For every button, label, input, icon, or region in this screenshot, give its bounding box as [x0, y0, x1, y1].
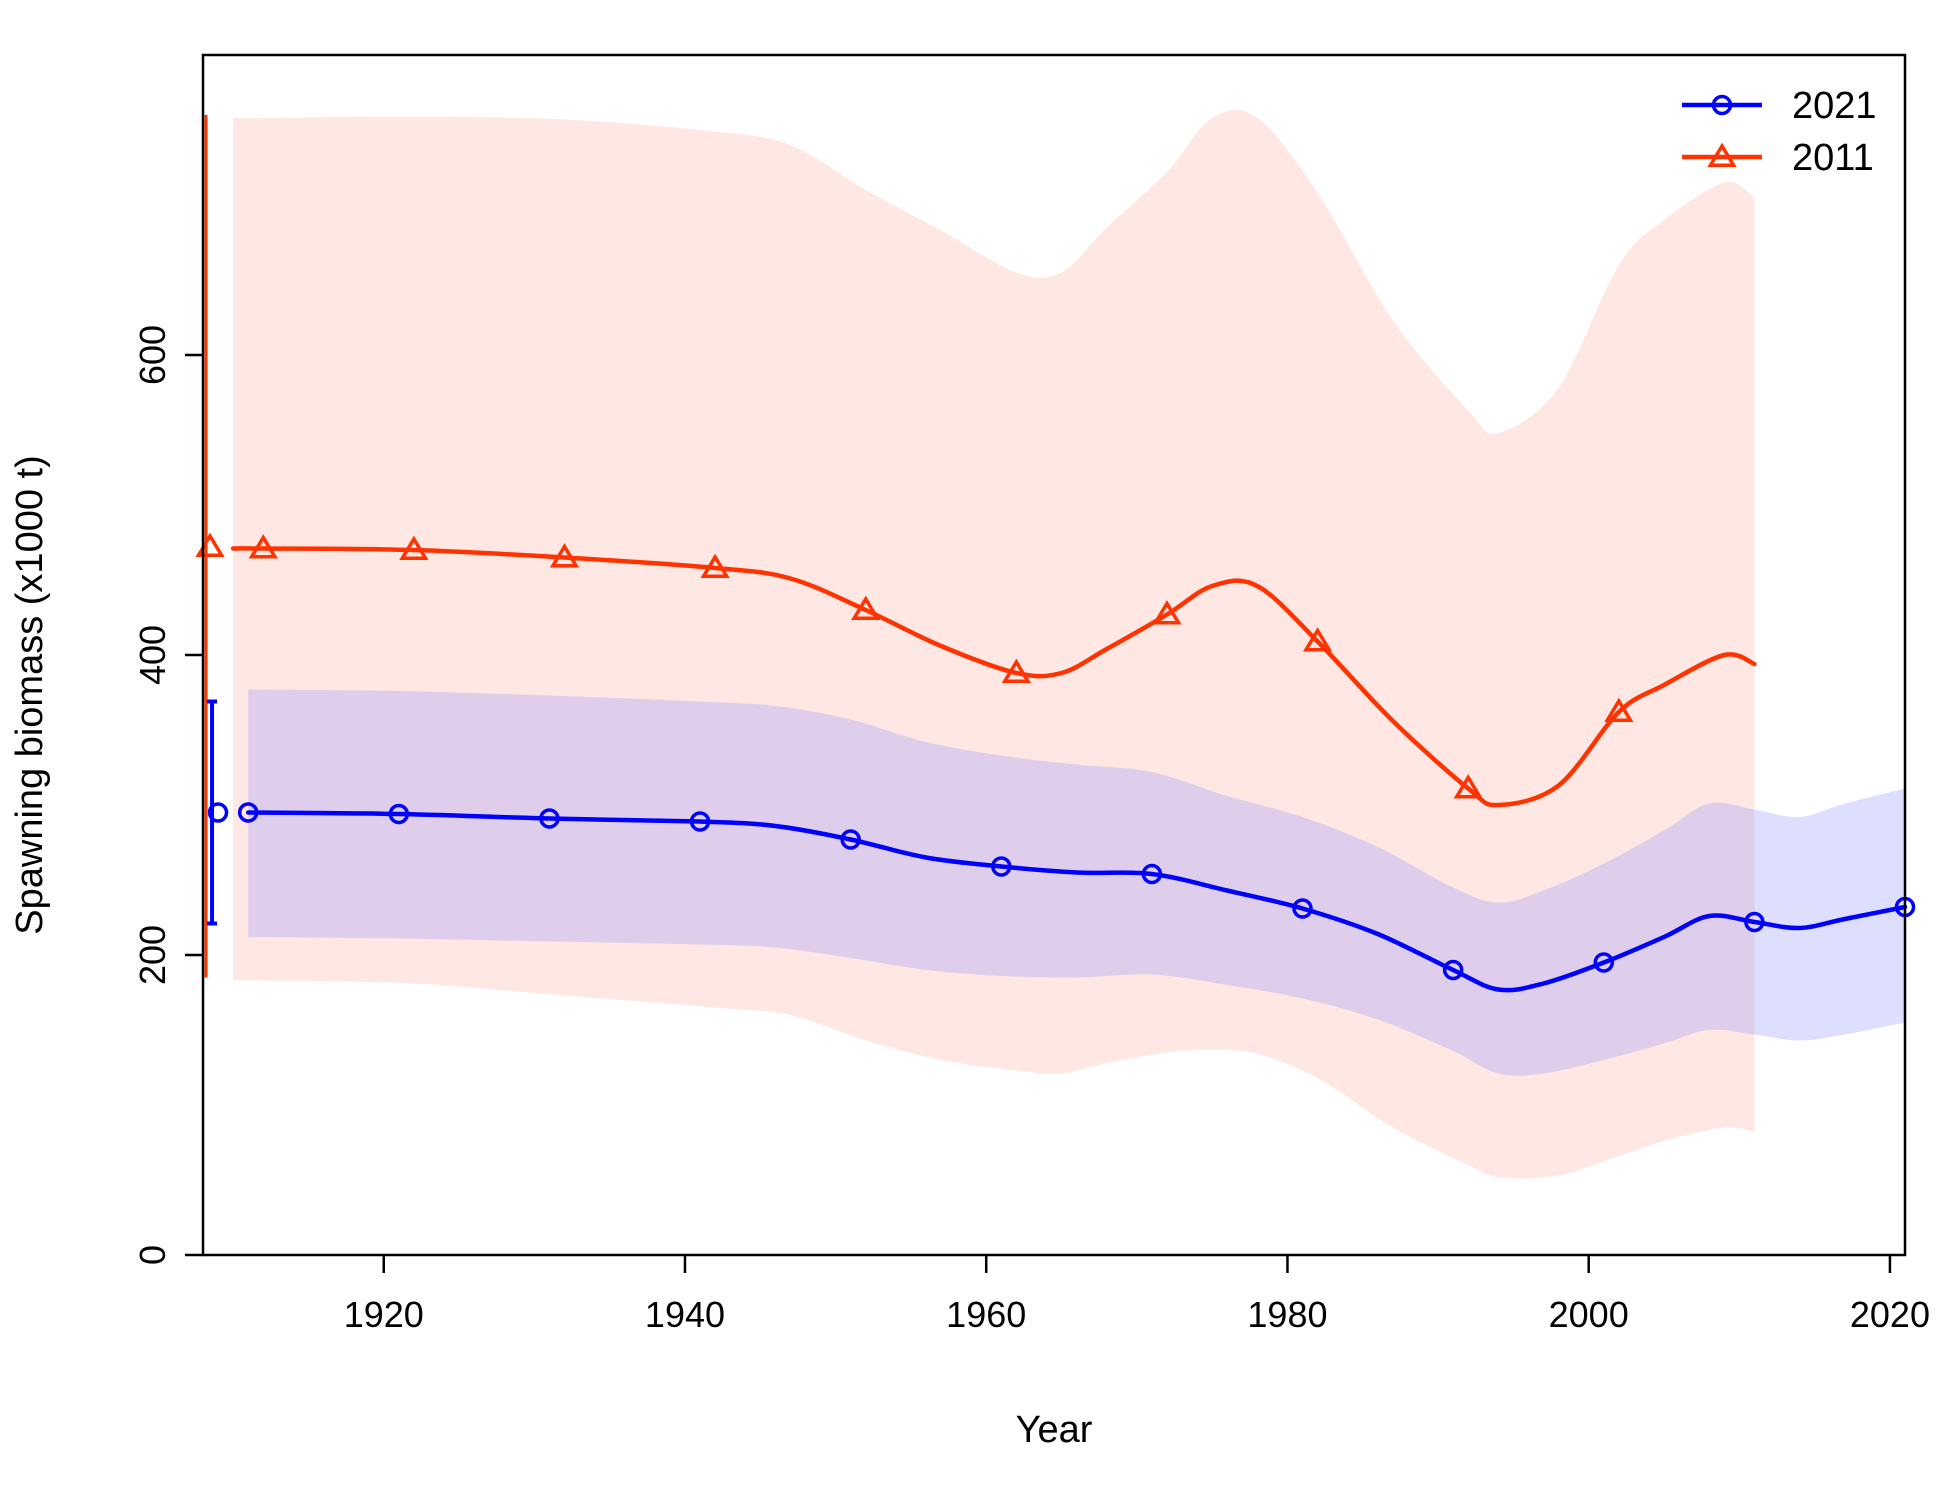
legend-label-2021: 2021	[1792, 85, 1877, 127]
point-2011-1962	[1001, 658, 1031, 683]
legend-label-2011: 2011	[1792, 137, 1874, 179]
point-2021-1961	[991, 856, 1012, 877]
x-axis-title: Year	[1016, 1409, 1093, 1451]
point-2021-2011	[1744, 911, 1765, 933]
y-axis-title: Spawning biomass (x1000 t)	[9, 455, 51, 934]
point-2021-1911	[237, 802, 259, 823]
line-2011	[230, 546, 1757, 808]
point-2021-1941	[689, 811, 711, 832]
axes: 1920 1940 1960 1980 2000 2020 0 200 400 600	[132, 325, 1930, 1335]
band-2011	[233, 109, 1755, 1179]
band-2021	[248, 689, 1906, 1076]
y-tick-label-0: 0	[132, 1245, 173, 1265]
line-2021	[245, 810, 1908, 993]
point-2011-1972	[1152, 600, 1182, 625]
point-2021-1921	[388, 803, 410, 825]
point-2021-1981	[1292, 898, 1313, 919]
point-2011-1942	[700, 553, 730, 578]
x-tick-label-1940: 1940	[645, 1294, 725, 1335]
x-tick-label-2000: 2000	[1549, 1294, 1629, 1335]
legend-marker-2021	[1711, 94, 1733, 116]
point-2011-1952	[851, 595, 881, 620]
y-tick-label-400: 400	[132, 625, 173, 685]
x-tick-label-1960: 1960	[946, 1294, 1026, 1335]
point-2021-2001	[1593, 952, 1615, 973]
confidence-bands	[233, 109, 1906, 1179]
series-lines	[230, 546, 1908, 993]
y-tick-label-200: 200	[132, 925, 173, 985]
point-2021-1971	[1141, 863, 1163, 885]
x-tick-label-1920: 1920	[344, 1294, 424, 1335]
legend-marker-2011	[1707, 142, 1737, 167]
point-2011-1912	[248, 534, 278, 559]
point-2011-1932	[549, 543, 580, 568]
point-2021-1931	[539, 808, 560, 829]
legend: 2021 2011	[1682, 85, 1877, 179]
point-2021-initial	[207, 802, 229, 823]
point-2011-2002	[1604, 697, 1634, 722]
point-2021-1991	[1442, 959, 1464, 981]
point-2011-1982	[1302, 627, 1333, 652]
point-2021-1951	[840, 829, 861, 850]
point-2011-1992	[1453, 774, 1483, 799]
point-2011-1922	[399, 535, 429, 560]
y-tick-label-600: 600	[132, 325, 173, 385]
x-tick-label-1980: 1980	[1247, 1294, 1327, 1335]
x-tick-label-2020: 2020	[1850, 1294, 1930, 1335]
